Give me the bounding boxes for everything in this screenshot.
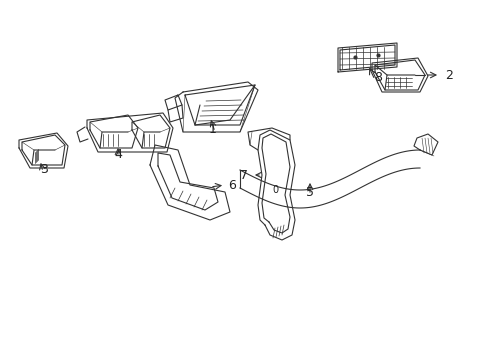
Text: 4: 4 xyxy=(114,148,122,161)
Text: 2: 2 xyxy=(444,68,452,81)
Text: 5: 5 xyxy=(305,186,313,199)
Text: 6: 6 xyxy=(227,179,235,192)
Text: 0: 0 xyxy=(271,185,278,195)
Text: 7: 7 xyxy=(240,168,247,181)
Text: 3: 3 xyxy=(40,163,48,176)
Text: 1: 1 xyxy=(209,123,217,136)
Text: 8: 8 xyxy=(373,71,381,84)
